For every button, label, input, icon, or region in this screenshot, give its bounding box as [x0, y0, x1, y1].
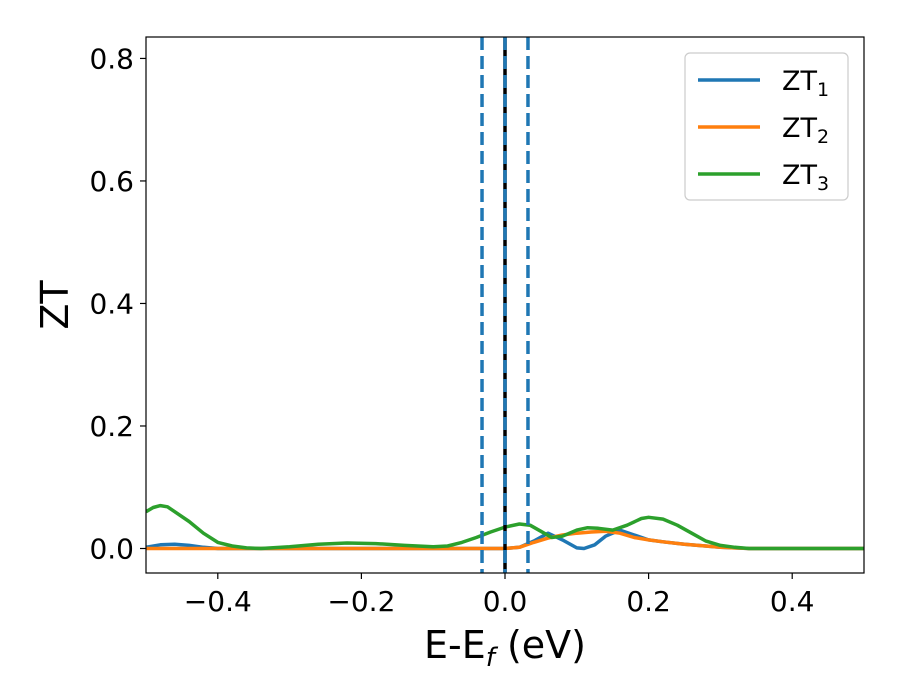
series-line-2 — [146, 529, 864, 551]
x-tick-label: 0.4 — [770, 585, 815, 618]
vertical-lines — [480, 37, 530, 573]
x-axis-ticks: −0.4 −0.2 0.0 0.2 0.4 — [184, 573, 815, 618]
x-tick-label: −0.2 — [327, 585, 395, 618]
x-tick-label: 0.0 — [483, 585, 528, 618]
legend-box — [684, 52, 849, 201]
legend: ZT1 ZT2 ZT3 — [684, 52, 849, 201]
y-tick-label: 0.6 — [89, 165, 134, 198]
legend-label: ZT2 — [782, 113, 829, 148]
x-tick-label: −0.4 — [184, 585, 252, 618]
x-tick-label: 0.2 — [626, 585, 671, 618]
legend-label: ZT3 — [782, 160, 829, 195]
x-axis-label-tail: (eV) — [495, 623, 586, 667]
y-tick-label: 0.8 — [89, 42, 134, 75]
plot-area — [145, 36, 865, 574]
y-axis-ticks: 0.0 0.2 0.4 0.6 0.8 — [89, 42, 146, 565]
x-axis-label: E-Ef (eV) — [424, 623, 586, 673]
y-axis-label: ZT — [33, 280, 77, 330]
legend-label: ZT1 — [782, 66, 829, 101]
y-tick-label: 0.0 — [89, 532, 134, 565]
y-tick-label: 0.2 — [89, 410, 134, 443]
y-tick-label: 0.4 — [89, 287, 134, 320]
x-axis-label-main: E-E — [424, 623, 486, 667]
